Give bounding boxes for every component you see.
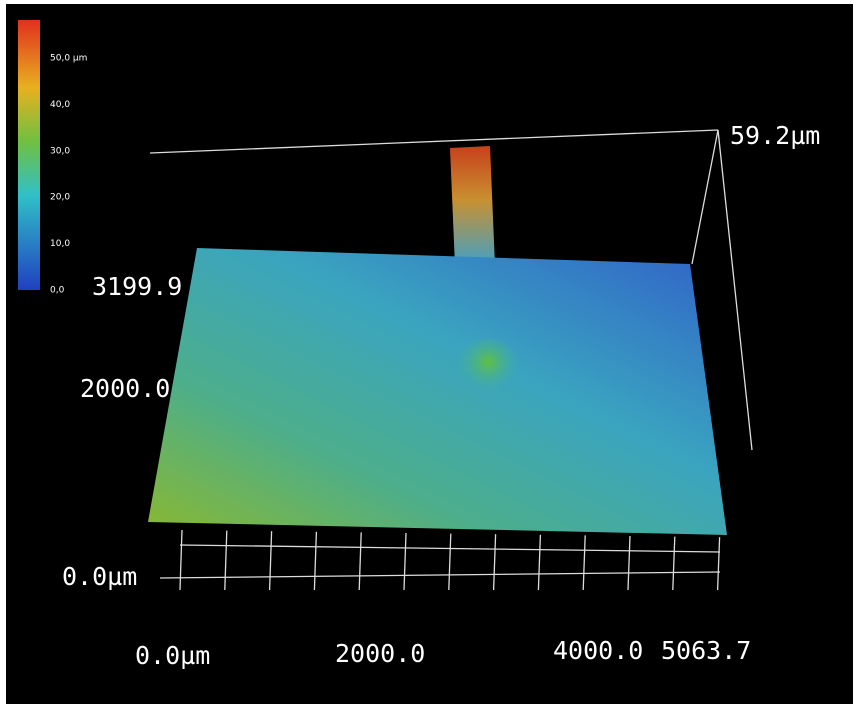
surface — [148, 248, 727, 535]
scale-label: 0,0 — [50, 286, 65, 296]
scale-label: 30,0 — [50, 146, 70, 156]
x-label: 0.0µm — [135, 641, 210, 670]
scale-label: 40,0 — [50, 100, 70, 110]
scale-label: 50,0 µm — [50, 54, 87, 64]
scale-label: 10,0 — [50, 239, 70, 249]
y-label: 2000.0 — [80, 374, 170, 403]
x-label: 4000.0 — [553, 636, 643, 665]
bump — [456, 338, 520, 398]
z-min-label: 0.0µm — [62, 562, 137, 591]
z-max-label: 59.2µm — [730, 121, 820, 150]
scale-label: 20,0 — [50, 193, 70, 203]
x-label: 2000.0 — [335, 639, 425, 668]
y-label: 3199.9 — [92, 272, 182, 301]
spike — [450, 146, 495, 266]
profilometer-view: 50,0 µm 40,0 30,0 20,0 10,0 0,0 59.2µm 3199.9… — [0, 0, 859, 711]
color-scale — [18, 20, 40, 290]
x-label: 5063.7 — [661, 636, 751, 665]
